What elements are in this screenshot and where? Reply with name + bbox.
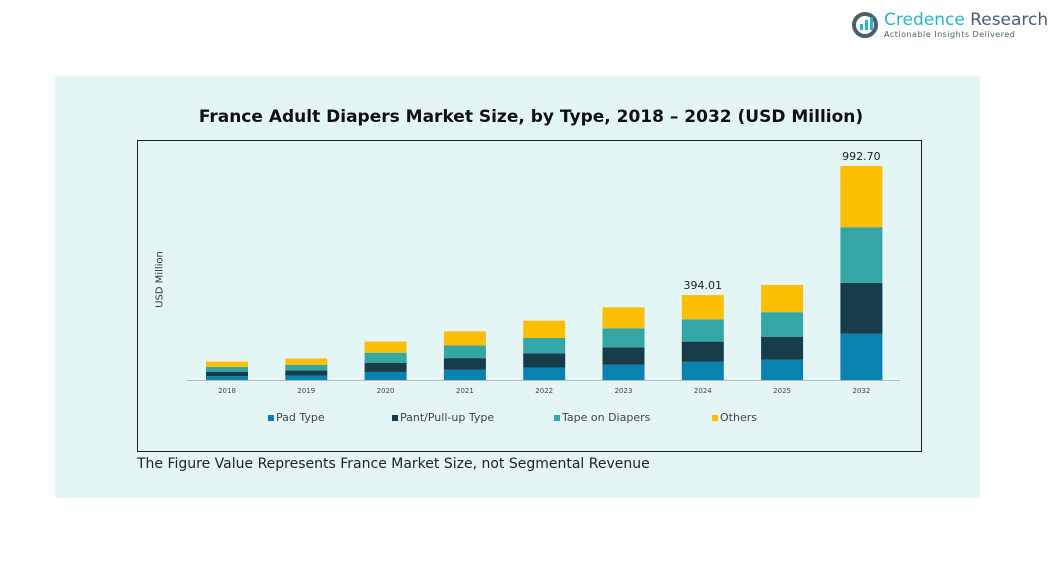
logo-chart-icon [852, 11, 878, 38]
chart-panel [55, 76, 980, 498]
bar-2021-2 [443, 345, 486, 359]
x-tick-label: 2025 [773, 387, 791, 395]
bar-2023-1 [602, 347, 645, 365]
legend-label: Pad Type [276, 411, 325, 424]
bar-2024-3 [681, 295, 724, 320]
bar-2020-1 [364, 362, 407, 372]
bar-2019-0 [285, 375, 328, 380]
bar-2025-0 [761, 359, 804, 380]
x-tick-label: 2023 [615, 387, 633, 395]
bar-2025-2 [761, 312, 804, 338]
bar-2018-1 [206, 371, 248, 377]
legend-label: Pant/Pull-up Type [400, 411, 495, 424]
bar-2020-2 [364, 352, 407, 363]
x-tick-label: 2032 [852, 387, 870, 395]
brand-tagline: Actionable Insights Delivered [884, 30, 1016, 39]
legend-item: Pant/Pull-up Type [392, 411, 494, 424]
bar-2032-1 [840, 282, 883, 334]
bar-2022-0 [523, 367, 566, 380]
bar-2032-0 [840, 333, 883, 380]
x-tick-label: 2020 [377, 387, 395, 395]
bar-2018-2 [206, 366, 248, 372]
legend-item: Others [712, 411, 757, 424]
bar-2025-1 [761, 337, 804, 360]
plot-frame [137, 140, 922, 452]
x-tick-label: 2024 [694, 387, 712, 395]
bar-2021-0 [443, 369, 486, 380]
bar-2019-1 [285, 370, 328, 376]
x-tick-label: 2022 [535, 387, 553, 395]
legend-item: Pad Type [268, 411, 325, 424]
bar-2024-2 [681, 319, 724, 342]
bar-2020-3 [364, 341, 407, 353]
bar-2022-2 [523, 337, 566, 354]
legend-swatch [392, 414, 398, 421]
brand-logo: Credence Research Actionable Insights De… [852, 10, 1048, 39]
legend-item: Tape on Diapers [554, 411, 650, 424]
legend-swatch [268, 414, 274, 421]
bar-2021-1 [443, 358, 486, 370]
bar-2032-3 [840, 166, 883, 228]
legend-label: Tape on Diapers [562, 411, 651, 424]
x-tick-label: 2021 [456, 387, 474, 395]
data-label: 992.70 [842, 150, 881, 163]
bar-2022-1 [523, 353, 566, 368]
bar-2019-3 [285, 358, 328, 365]
brand-name: Credence Research [884, 10, 1049, 30]
bar-2021-3 [443, 331, 486, 346]
bar-2018-3 [206, 361, 248, 367]
footnote: The Figure Value Represents France Marke… [137, 456, 650, 472]
bar-2023-2 [602, 328, 645, 348]
legend-label: Others [720, 411, 757, 424]
bar-2032-2 [840, 227, 883, 283]
bar-2025-3 [761, 284, 804, 313]
bar-2020-0 [364, 371, 407, 380]
bar-2022-3 [523, 320, 566, 338]
data-label: 394.01 [684, 279, 723, 292]
legend-swatch [554, 414, 560, 421]
bar-2024-0 [681, 361, 724, 380]
bar-2023-3 [602, 307, 645, 329]
legend-swatch [712, 414, 718, 421]
chart-title: France Adult Diapers Market Size, by Typ… [198, 107, 864, 127]
bar-2024-1 [681, 341, 724, 362]
bar-2018-0 [206, 376, 248, 380]
x-tick-label: 2019 [297, 387, 315, 395]
bar-2023-0 [602, 364, 645, 380]
x-tick-label: 2018 [218, 387, 236, 395]
bar-2019-2 [285, 364, 328, 371]
